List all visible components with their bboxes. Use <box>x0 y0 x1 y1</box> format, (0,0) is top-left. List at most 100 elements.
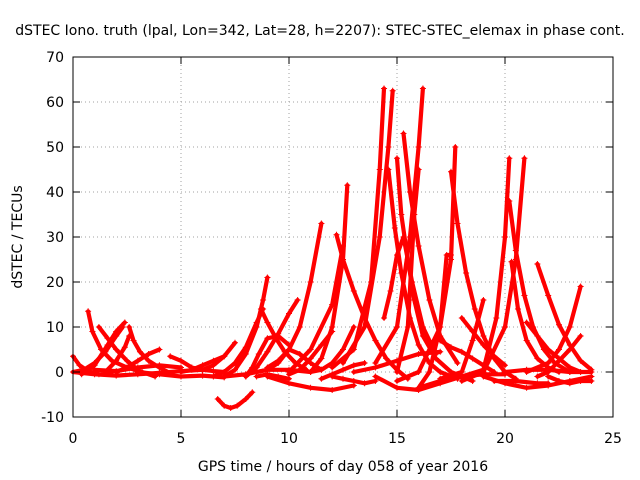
data-point <box>210 362 217 369</box>
data-point <box>387 288 394 294</box>
data-point <box>454 220 461 227</box>
data-point <box>566 324 573 330</box>
data-point <box>296 324 303 330</box>
data-point <box>512 247 519 254</box>
data-point <box>340 375 346 382</box>
y-tick-label: 70 <box>46 50 64 66</box>
data-point <box>521 155 528 162</box>
data-point <box>556 321 562 328</box>
data-point <box>523 319 530 326</box>
data-point <box>221 353 228 360</box>
data-point <box>210 373 217 380</box>
data-point <box>437 369 444 375</box>
data-point <box>512 378 519 384</box>
data-series-group <box>70 85 595 411</box>
data-point <box>361 360 368 366</box>
data-point <box>350 324 357 330</box>
data-point <box>307 384 314 391</box>
data-point <box>391 225 398 231</box>
data-point <box>307 279 314 285</box>
data-point <box>318 375 325 382</box>
data-point <box>458 373 465 380</box>
y-axis-label: dSTEC / TECUs <box>10 185 26 288</box>
data-point <box>145 357 152 364</box>
data-point <box>318 366 325 373</box>
data-point <box>307 369 314 375</box>
data-point <box>264 348 271 355</box>
data-series <box>437 297 487 382</box>
data-point <box>502 362 508 369</box>
data-point <box>318 355 325 362</box>
data-point <box>469 378 476 384</box>
data-point <box>124 357 130 364</box>
data-point <box>411 297 418 303</box>
data-point <box>104 342 111 348</box>
data-point <box>76 362 83 369</box>
data-point <box>318 220 325 227</box>
x-tick-label: 25 <box>604 431 622 447</box>
data-point <box>534 333 541 339</box>
data-point <box>255 351 262 357</box>
data-point <box>545 380 552 387</box>
data-point <box>491 378 498 384</box>
x-tick-label: 0 <box>69 431 78 447</box>
data-point <box>91 371 98 378</box>
data-point <box>126 324 133 330</box>
data-point <box>514 306 521 312</box>
data-point <box>523 384 530 391</box>
data-point <box>437 348 444 355</box>
data-point <box>188 366 195 373</box>
x-tick-label: 20 <box>496 431 514 447</box>
data-point <box>121 319 128 326</box>
data-point <box>394 369 400 375</box>
series-line <box>492 378 551 386</box>
series-line <box>330 86 387 370</box>
data-point <box>426 369 433 375</box>
data-point <box>167 353 174 360</box>
data-point <box>234 402 241 409</box>
data-point <box>232 339 238 346</box>
data-point <box>264 335 271 342</box>
series-line <box>386 167 460 381</box>
data-point <box>307 355 314 362</box>
data-point <box>400 130 407 137</box>
data-point <box>145 351 152 357</box>
data-point <box>415 369 422 375</box>
data-point <box>264 319 271 326</box>
data-point <box>264 373 271 380</box>
series-line <box>265 221 324 370</box>
data-point <box>130 337 137 344</box>
series-line <box>243 297 300 379</box>
data-point <box>415 351 422 357</box>
data-point <box>415 243 422 249</box>
data-point <box>394 155 400 162</box>
data-point <box>134 357 141 364</box>
data-point <box>136 348 143 355</box>
y-tick-label: -10 <box>41 410 64 426</box>
data-point <box>437 375 444 382</box>
data-point <box>350 362 357 369</box>
data-point <box>437 337 444 344</box>
data-point <box>232 360 238 366</box>
data-point <box>275 330 282 337</box>
data-point <box>210 368 217 375</box>
data-point <box>419 333 426 339</box>
data-point <box>260 297 267 303</box>
data-point <box>448 344 454 351</box>
data-series <box>264 373 357 393</box>
y-tick-label: 50 <box>46 140 64 156</box>
data-series <box>329 373 379 387</box>
data-point <box>398 211 405 218</box>
data-point <box>156 371 163 378</box>
series-line <box>215 390 255 411</box>
data-point <box>113 346 120 353</box>
data-point <box>381 85 388 92</box>
data-series <box>458 155 513 380</box>
data-point <box>329 364 336 371</box>
data-point <box>394 324 400 330</box>
data-point <box>89 328 96 335</box>
data-point <box>156 364 163 371</box>
series-line <box>286 243 346 375</box>
data-point <box>340 360 346 366</box>
data-point <box>104 335 111 342</box>
